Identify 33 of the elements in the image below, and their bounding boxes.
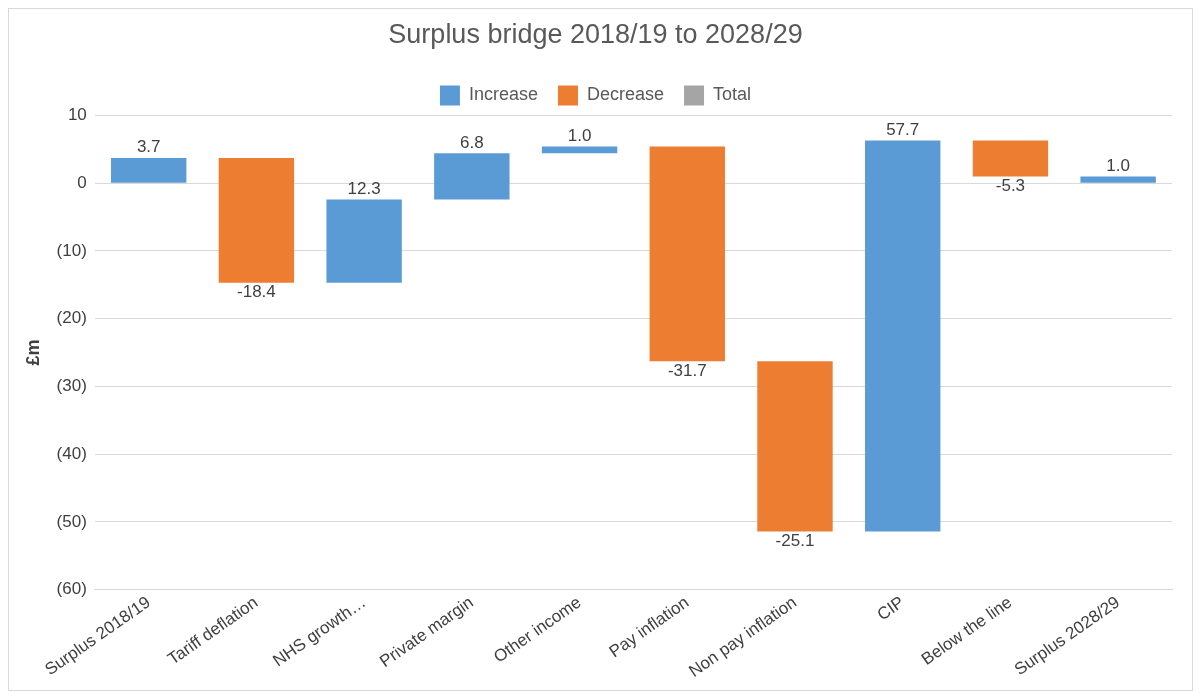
y-axis-title: £m [22,339,43,366]
y-tick-label: 10 [67,105,87,125]
bar [326,199,402,283]
y-tick-label: (10) [56,240,87,260]
data-label: 12.3 [347,178,381,198]
y-tick-label: (20) [56,308,87,328]
data-label: -5.3 [995,175,1026,195]
data-label: 57.7 [886,119,920,139]
data-label: 3.7 [136,137,161,157]
chart-title: Surplus bridge 2018/19 to 2028/29 [388,18,803,49]
x-tick-label: CIP [873,592,908,625]
y-tick-label: 0 [77,172,87,192]
legend-label: Decrease [586,84,665,105]
data-label: 6.8 [460,132,484,152]
data-label: 1.0 [567,125,592,145]
legend-label: Increase [468,84,538,105]
data-label: -31.7 [667,360,707,380]
y-tick-label: (60) [56,579,87,599]
bar [649,146,725,362]
bar [110,158,187,183]
bar [757,361,833,532]
bar [434,153,510,200]
data-label: 1.0 [1106,155,1130,175]
bar [218,158,295,283]
bar [865,140,941,532]
bar [972,140,1049,177]
data-label: -25.1 [775,530,815,550]
legend-label: Total [713,84,752,105]
y-tick-label: (30) [56,376,87,396]
data-label: -18.4 [237,281,276,301]
y-tick-label: (50) [56,511,87,531]
y-tick-label: (40) [56,443,87,463]
bar [1080,176,1156,183]
